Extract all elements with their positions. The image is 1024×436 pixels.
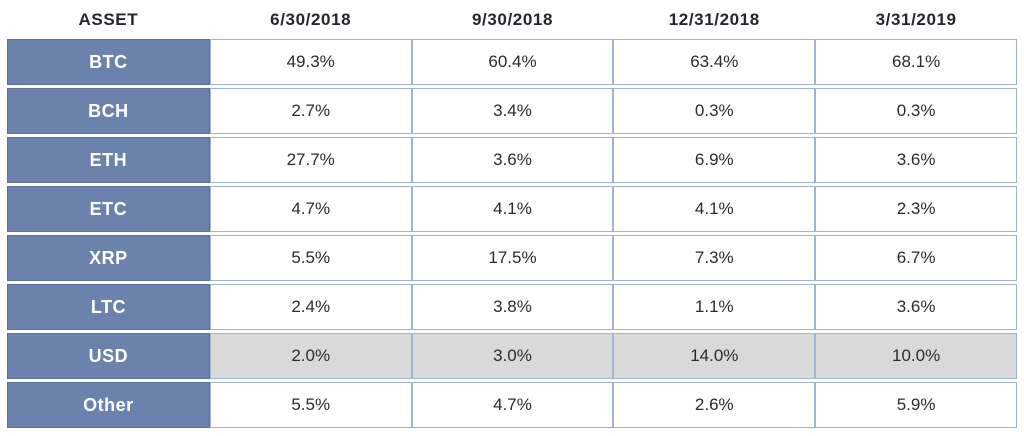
value-cell: 4.1% [613, 186, 816, 232]
column-header-asset: ASSET [78, 9, 139, 29]
value-cell: 4.7% [411, 382, 614, 428]
value-cell: 49.3% [209, 39, 412, 85]
asset-cell: BTC [7, 39, 210, 85]
table-row: BTC 49.3% 60.4% 63.4% 68.1% [7, 39, 1017, 85]
value-cell: 3.0% [411, 333, 614, 379]
asset-allocation-table: ASSET 6/30/2018 9/30/2018 12/31/2018 3/31/2… [7, 0, 1017, 431]
value-cell: 3.4% [411, 88, 614, 134]
value-cell: 2.0% [209, 333, 412, 379]
table-row: BCH 2.7% 3.4% 0.3% 0.3% [7, 88, 1017, 134]
value-cell: 1.1% [613, 284, 816, 330]
value-cell: 2.6% [613, 382, 816, 428]
value-cell: 27.7% [209, 137, 412, 183]
value-cell: 2.4% [209, 284, 412, 330]
table-row: XRP 5.5% 17.5% 7.3% 6.7% [7, 235, 1017, 281]
table-row: ETH 27.7% 3.6% 6.9% 3.6% [7, 137, 1017, 183]
value-cell: 60.4% [411, 39, 614, 85]
value-cell: 6.9% [613, 137, 816, 183]
value-cell: 5.5% [209, 235, 412, 281]
value-cell: 6.7% [815, 235, 1017, 281]
asset-cell: LTC [7, 284, 210, 330]
asset-cell: XRP [7, 235, 210, 281]
value-cell: 5.9% [815, 382, 1017, 428]
column-header-date: 12/31/2018 [668, 9, 760, 29]
column-header-date: 6/30/2018 [270, 9, 352, 29]
value-cell: 63.4% [613, 39, 816, 85]
value-cell: 3.6% [815, 284, 1017, 330]
value-cell: 17.5% [411, 235, 614, 281]
asset-cell: ETH [7, 137, 210, 183]
value-cell: 4.7% [209, 186, 412, 232]
asset-cell: ETC [7, 186, 210, 232]
column-header-date: 3/31/2019 [875, 9, 957, 29]
table-row: Other 5.5% 4.7% 2.6% 5.9% [7, 382, 1017, 428]
value-cell: 3.6% [815, 137, 1017, 183]
value-cell: 0.3% [613, 88, 816, 134]
value-cell: 14.0% [613, 333, 816, 379]
table-row: ETC 4.7% 4.1% 4.1% 2.3% [7, 186, 1017, 232]
asset-cell: Other [7, 382, 210, 428]
value-cell: 2.7% [209, 88, 412, 134]
value-cell: 10.0% [815, 333, 1017, 379]
value-cell: 5.5% [209, 382, 412, 428]
value-cell: 0.3% [815, 88, 1017, 134]
value-cell: 68.1% [815, 39, 1017, 85]
table-row: LTC 2.4% 3.8% 1.1% 3.6% [7, 284, 1017, 330]
value-cell: 3.6% [411, 137, 614, 183]
value-cell: 2.3% [815, 186, 1017, 232]
value-cell: 3.8% [411, 284, 614, 330]
value-cell: 7.3% [613, 235, 816, 281]
value-cell: 4.1% [411, 186, 614, 232]
header-row: ASSET 6/30/2018 9/30/2018 12/31/2018 3/31/2… [7, 3, 1017, 36]
column-header-date: 9/30/2018 [471, 9, 553, 29]
table-row: USD 2.0% 3.0% 14.0% 10.0% [7, 333, 1017, 379]
asset-cell: USD [7, 333, 210, 379]
asset-cell: BCH [7, 88, 210, 134]
